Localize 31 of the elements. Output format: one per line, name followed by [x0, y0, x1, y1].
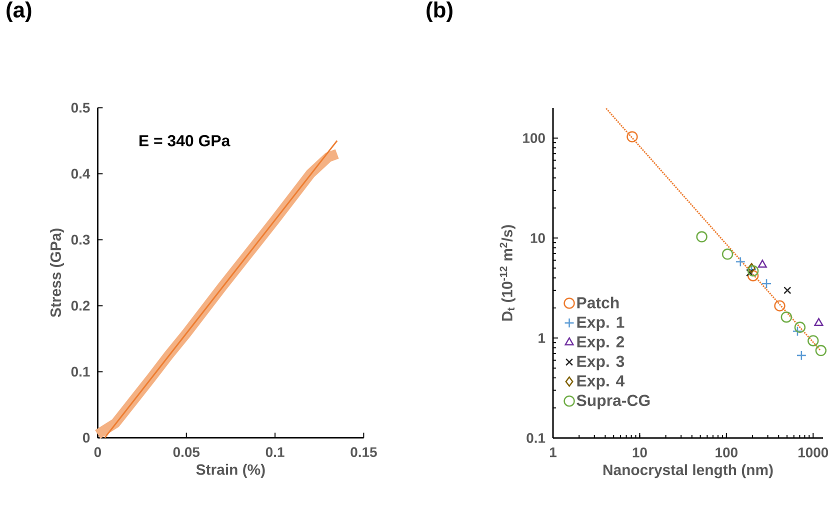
y-tick-label: 0.4 — [71, 168, 90, 179]
legend-label: Exp. 3 — [577, 356, 624, 370]
chart-title: (a) — [6, 2, 32, 22]
legend-label: Exp. 4 — [577, 375, 625, 390]
x-tick-label: 10 — [632, 447, 647, 458]
x-axis-title: Strain (%) — [196, 464, 265, 478]
legend-label: Patch — [577, 296, 619, 308]
x-tick-label: 0.05 — [173, 447, 200, 458]
legend-label: Exp. 1 — [577, 316, 624, 332]
y-tick-label: 0 — [82, 432, 90, 443]
y-tick-label: 100 — [523, 133, 545, 144]
annotation: E = 340 GPa — [140, 135, 230, 146]
y-tick-label: 0.5 — [71, 102, 90, 113]
y-tick-label: 0.2 — [71, 300, 90, 311]
legend-label: Supra-CG — [576, 394, 650, 410]
y-tick-label: 0.1 — [526, 433, 546, 443]
x-tick-label: 1000 — [798, 447, 828, 458]
chart-title: (b) — [426, 2, 452, 22]
x-tick-label: 100 — [716, 447, 738, 458]
x-axis-title: Nanocrystal length (nm) — [603, 464, 773, 478]
y-axis-title: D$_{t}$ (10$^{-12}$ m$^{2}$/s) — [500, 225, 516, 321]
legend-label: Exp. 2 — [577, 336, 624, 351]
x-tick-label: 0.1 — [266, 447, 284, 458]
y-tick-label: 1 — [538, 333, 546, 343]
y-tick-label: 0.1 — [71, 366, 90, 377]
x-tick-label: 0 — [94, 447, 102, 458]
y-tick-label: 10 — [530, 233, 545, 243]
x-tick-label: 0.15 — [350, 447, 377, 458]
y-axis-title: Stress (GPa) — [50, 228, 64, 318]
x-tick-label: 1 — [550, 448, 556, 458]
y-tick-label: 0.3 — [71, 234, 90, 245]
